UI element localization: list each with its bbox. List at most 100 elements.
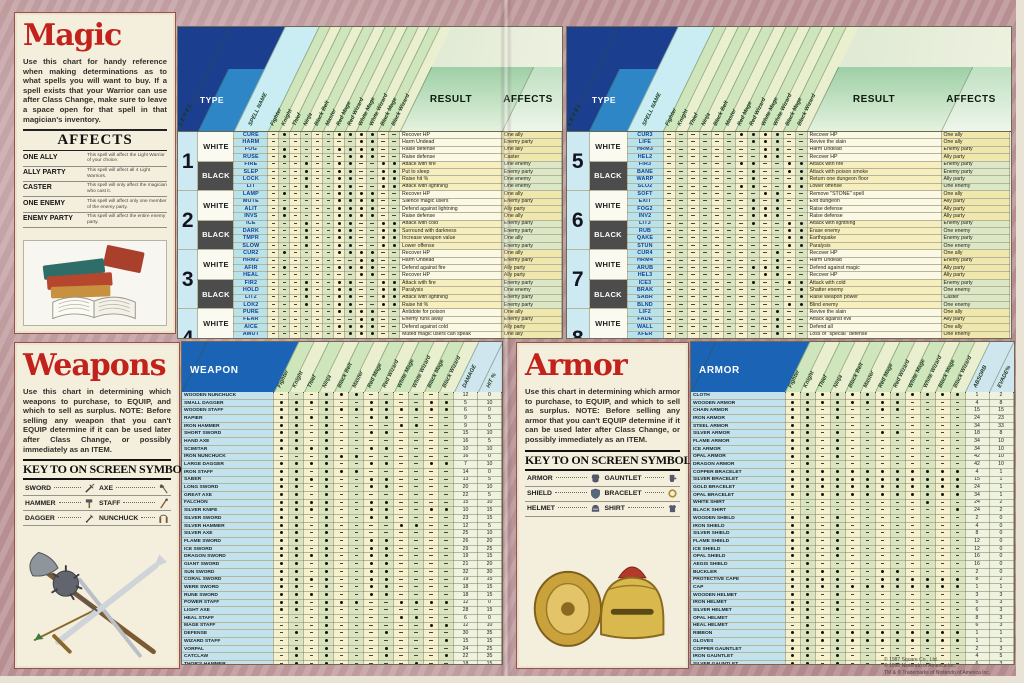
not-usable-dash bbox=[703, 266, 707, 268]
usable-dot bbox=[279, 431, 283, 435]
not-usable-dash bbox=[895, 624, 900, 626]
usable-cell bbox=[950, 453, 966, 462]
spell-name-cell: AFIR bbox=[233, 264, 269, 273]
not-usable-dash bbox=[790, 509, 795, 511]
usable-cell bbox=[860, 499, 876, 508]
usable-dot bbox=[791, 492, 794, 496]
spell-row: FOG Raise defense One ally bbox=[178, 146, 562, 155]
not-usable-dash bbox=[820, 509, 825, 511]
not-usable-dash bbox=[282, 222, 287, 224]
usable-cell bbox=[890, 660, 906, 664]
usable-dot bbox=[359, 214, 363, 218]
usable-dot bbox=[836, 408, 839, 412]
not-usable-dash bbox=[444, 632, 448, 634]
usable-cell bbox=[288, 599, 305, 608]
usable-cell bbox=[303, 637, 320, 646]
usable-cell bbox=[735, 278, 748, 288]
not-usable-dash bbox=[315, 141, 319, 143]
usable-cell bbox=[771, 323, 784, 332]
usable-cell bbox=[333, 622, 350, 631]
item-name-cell: RAPIER bbox=[182, 414, 275, 423]
not-usable-dash bbox=[282, 333, 287, 335]
usable-dot bbox=[911, 469, 914, 473]
not-usable-dash bbox=[910, 532, 915, 534]
stat-value-cell: 0 bbox=[477, 453, 502, 462]
usable-cell bbox=[747, 153, 760, 162]
usable-cell bbox=[875, 491, 891, 500]
usable-cell bbox=[950, 622, 966, 631]
usable-cell bbox=[363, 514, 380, 523]
usable-cell bbox=[699, 323, 712, 332]
armor-row: ICE ARMOR 34 10 bbox=[691, 445, 1014, 454]
usable-dot bbox=[324, 592, 328, 596]
not-usable-dash bbox=[850, 616, 855, 618]
usable-dot bbox=[956, 585, 959, 589]
usable-cell bbox=[300, 130, 313, 140]
usable-cell bbox=[438, 514, 455, 523]
usable-cell bbox=[759, 316, 772, 325]
not-usable-dash bbox=[384, 624, 388, 626]
not-usable-dash bbox=[910, 624, 915, 626]
usable-cell bbox=[303, 476, 320, 485]
usable-cell bbox=[288, 560, 305, 569]
usable-cell bbox=[288, 445, 305, 454]
usable-dot bbox=[787, 184, 791, 188]
stat-value-cell: 0 bbox=[989, 522, 1014, 531]
usable-dot bbox=[941, 393, 944, 397]
usable-cell bbox=[723, 153, 736, 162]
spell-row: MUTE Silence magic users Enemy party bbox=[178, 198, 562, 206]
not-usable-dash bbox=[414, 555, 418, 557]
not-usable-dash bbox=[399, 455, 403, 457]
result-cell: Raise defense bbox=[807, 205, 942, 214]
not-usable-dash bbox=[910, 432, 915, 434]
not-usable-dash bbox=[354, 624, 358, 626]
usable-cell bbox=[288, 422, 305, 431]
spell-row: HRM3 Harm Undead Enemy party bbox=[567, 146, 1010, 155]
usable-cell bbox=[322, 278, 335, 288]
usable-cell bbox=[845, 552, 861, 562]
usable-cell bbox=[348, 645, 365, 654]
not-usable-dash bbox=[348, 141, 352, 143]
usable-dot bbox=[309, 462, 313, 466]
usable-cell bbox=[300, 331, 313, 338]
usable-cell bbox=[687, 138, 700, 147]
spell-name-cell: AICE bbox=[233, 323, 269, 332]
spell-name-cell: LOCK bbox=[233, 175, 269, 184]
usable-cell bbox=[920, 537, 936, 546]
not-usable-dash bbox=[910, 509, 915, 511]
usable-cell bbox=[800, 637, 816, 646]
usable-dot bbox=[279, 469, 283, 473]
usable-cell bbox=[950, 545, 966, 554]
usable-dot bbox=[806, 608, 809, 612]
usable-cell bbox=[423, 652, 440, 662]
usable-cell bbox=[273, 499, 290, 508]
usable-cell bbox=[289, 205, 302, 214]
usable-dot bbox=[806, 516, 809, 520]
usable-cell bbox=[366, 308, 379, 317]
stat-value-cell: 3 bbox=[989, 622, 1014, 631]
usable-cell bbox=[815, 629, 831, 638]
usable-cell bbox=[663, 168, 676, 177]
result-cell: Lower offense bbox=[399, 242, 502, 251]
usable-cell bbox=[860, 591, 876, 600]
usable-dot bbox=[294, 439, 298, 443]
usable-cell bbox=[675, 219, 688, 229]
stat-value-cell: 12 bbox=[453, 522, 478, 531]
usable-cell bbox=[785, 499, 801, 508]
not-usable-dash bbox=[703, 259, 707, 261]
armor-row: BUCKLER 2 0 bbox=[691, 568, 1014, 577]
not-usable-dash bbox=[790, 624, 795, 626]
usable-cell bbox=[267, 331, 280, 338]
not-usable-dash bbox=[865, 463, 870, 465]
not-usable-dash bbox=[850, 455, 855, 457]
usable-cell bbox=[267, 249, 280, 258]
stat-value-cell: 6 bbox=[965, 660, 990, 664]
not-usable-dash bbox=[279, 655, 284, 657]
stat-value-cell: 32 bbox=[453, 568, 478, 577]
stat-value-cell: 22 bbox=[453, 491, 478, 500]
usable-cell bbox=[771, 234, 784, 243]
result-cell: Recover HP bbox=[399, 130, 502, 140]
usable-cell bbox=[687, 264, 700, 273]
usable-cell bbox=[735, 153, 748, 162]
